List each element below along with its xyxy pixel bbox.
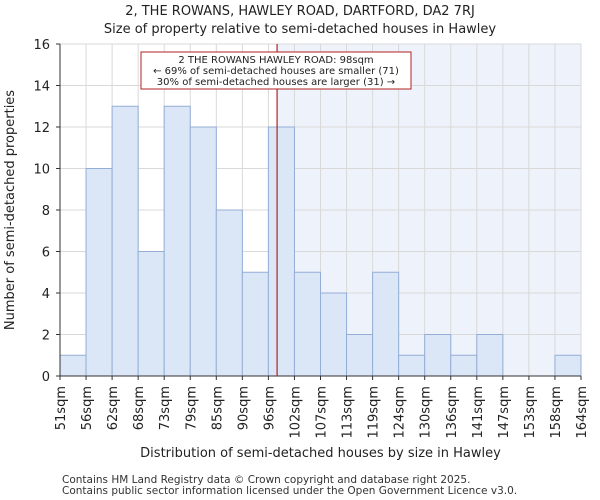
x-tick-label: 158sqm: [549, 386, 564, 439]
x-tick-label: 79sqm: [184, 386, 199, 430]
histogram-bar: [215, 209, 243, 377]
histogram-bar: [398, 354, 426, 377]
annotation-line: ← 69% of semi-detached houses are smalle…: [153, 66, 399, 77]
histogram-bar: [59, 354, 87, 377]
y-tick-label: 0: [42, 370, 50, 385]
histogram-bar: [554, 354, 582, 377]
x-tick-label: 102sqm: [288, 386, 303, 439]
histogram-bar: [267, 126, 295, 377]
x-tick-label: 68sqm: [132, 386, 147, 430]
x-tick-label: 62sqm: [106, 386, 121, 430]
y-tick-label: 4: [42, 287, 50, 302]
x-tick-label: 164sqm: [575, 386, 590, 439]
histogram-bar: [476, 334, 504, 377]
histogram-bar: [320, 292, 348, 377]
x-tick-label: 153sqm: [523, 386, 538, 439]
x-axis-label: Distribution of semi-detached houses by …: [140, 446, 501, 461]
histogram-bar: [372, 271, 400, 377]
histogram-bar: [85, 168, 113, 377]
y-tick-label: 8: [42, 204, 50, 219]
y-axis-label: Number of semi-detached properties: [3, 90, 18, 330]
histogram-bar: [241, 271, 269, 377]
annotation-line: 2 THE ROWANS HAWLEY ROAD: 98sqm: [178, 55, 373, 66]
x-tick-label: 107sqm: [315, 386, 330, 439]
x-tick-label: 124sqm: [393, 386, 408, 439]
x-tick-label: 130sqm: [419, 386, 434, 439]
histogram-bar: [450, 354, 478, 377]
x-tick-label: 136sqm: [445, 386, 460, 439]
y-tick-label: 16: [33, 38, 50, 53]
histogram-bar: [346, 334, 374, 377]
x-tick-label: 119sqm: [367, 386, 382, 439]
x-tick-label: 147sqm: [497, 386, 512, 439]
annotation-box: [140, 51, 412, 90]
x-tick-label: 73sqm: [158, 386, 173, 430]
annotation-line: 30% of semi-detached houses are larger (…: [157, 77, 395, 88]
x-tick-label: 51sqm: [54, 386, 69, 430]
x-tick-label: 141sqm: [471, 386, 486, 439]
histogram-bar: [189, 126, 217, 377]
histogram-bar: [293, 271, 322, 377]
footer-line-1: Contains HM Land Registry data © Crown c…: [62, 474, 471, 486]
x-tick-label: 113sqm: [341, 386, 356, 439]
chart-subtitle: Size of property relative to semi-detach…: [103, 22, 497, 37]
x-tick-label: 85sqm: [210, 386, 225, 430]
x-tick-label: 90sqm: [236, 386, 251, 430]
y-tick-label: 10: [33, 163, 50, 178]
x-tick-label: 96sqm: [262, 386, 277, 430]
histogram-bar: [137, 251, 165, 377]
y-tick-label: 12: [33, 121, 50, 136]
y-tick-label: 6: [42, 246, 50, 261]
chart-title: 2, THE ROWANS, HAWLEY ROAD, DARTFORD, DA…: [125, 4, 475, 19]
x-tick-label: 56sqm: [80, 386, 95, 430]
y-tick-label: 2: [42, 329, 50, 344]
y-tick-label: 14: [33, 80, 50, 95]
footer-line-2: Contains public sector information licen…: [62, 485, 518, 497]
histogram-bar: [163, 105, 191, 377]
histogram-bar: [424, 334, 452, 377]
histogram-bar: [111, 105, 139, 377]
